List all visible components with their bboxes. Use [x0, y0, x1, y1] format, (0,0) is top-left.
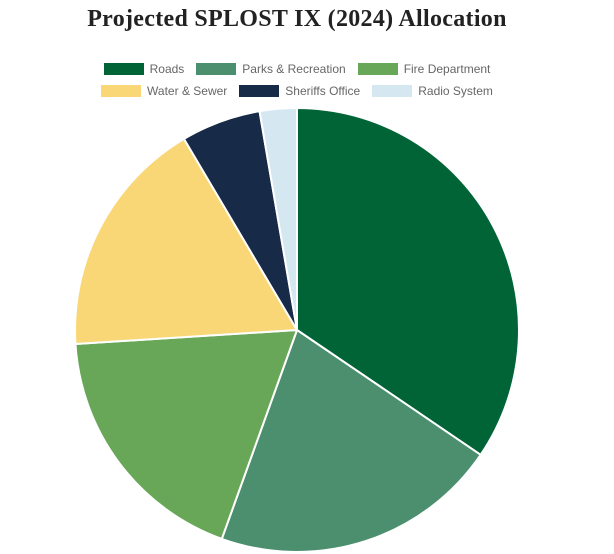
pie-slice-roads[interactable] [296, 107, 520, 456]
legend-item-parks-recreation[interactable]: Parks & Recreation [196, 62, 346, 76]
legend: Roads Parks & Recreation Fire Department… [0, 58, 594, 102]
legend-label-fire-department: Fire Department [403, 62, 491, 76]
pie-slice-fire-department[interactable] [74, 329, 298, 540]
legend-swatch-fire-department [357, 63, 398, 75]
legend-swatch-radio-system [372, 85, 413, 97]
legend-row-2: Water & Sewer Sheriffs Office Radio Syst… [0, 80, 594, 102]
pie-slice-parks-recreation[interactable] [220, 329, 482, 553]
legend-item-roads[interactable]: Roads [103, 62, 185, 76]
legend-label-radio-system: Radio System [418, 84, 493, 98]
legend-swatch-water-sewer [101, 85, 142, 97]
legend-label-sheriffs-office: Sheriffs Office [285, 84, 361, 98]
chart-title: Projected SPLOST IX (2024) Allocation [87, 6, 507, 32]
legend-label-parks-recreation: Parks & Recreation [242, 62, 346, 76]
legend-row-1: Roads Parks & Recreation Fire Department [0, 58, 594, 80]
legend-swatch-roads [103, 63, 144, 75]
legend-item-fire-department[interactable]: Fire Department [357, 62, 491, 76]
legend-item-sheriffs-office[interactable]: Sheriffs Office [239, 84, 360, 98]
legend-item-radio-system[interactable]: Radio System [372, 84, 493, 98]
legend-item-water-sewer[interactable]: Water & Sewer [101, 84, 227, 98]
pie-slice-water-sewer[interactable] [74, 137, 298, 345]
legend-label-roads: Roads [149, 62, 185, 76]
legend-label-water-sewer: Water & Sewer [147, 84, 228, 98]
pie-slice-radio-system[interactable] [258, 107, 298, 331]
legend-swatch-sheriffs-office [239, 85, 280, 97]
legend-swatch-parks-recreation [196, 63, 237, 75]
